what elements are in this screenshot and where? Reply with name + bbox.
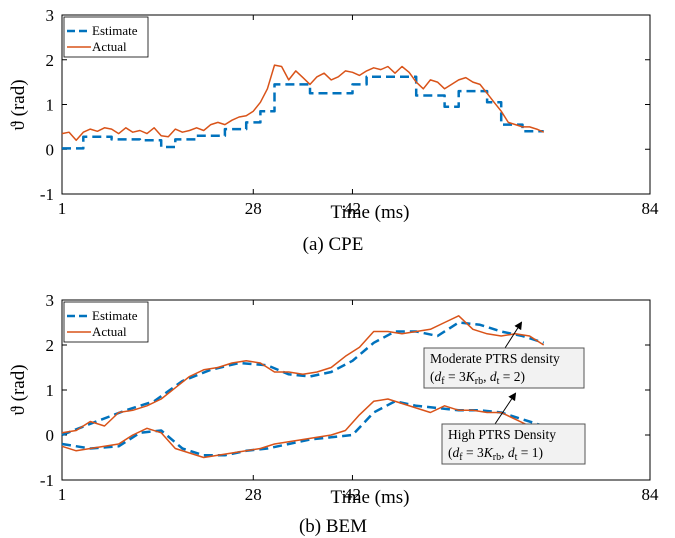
caption-cpe: (a) CPE [303, 234, 364, 255]
x-tick-label-bem: 84 [642, 485, 660, 504]
annotation-high-params: (df = 3Krb, dt = 1) [448, 445, 543, 463]
x-tick-label-bem: 28 [245, 485, 262, 504]
y-axis-label-bem: ϑ (rad) [8, 364, 29, 415]
actual-line-cpe-1 [61, 64, 545, 142]
legend-actual-label-cpe: Actual [92, 39, 127, 54]
y-tick-label-cpe: 1 [46, 96, 55, 115]
legend-bem: Estimate Actual [63, 301, 149, 343]
x-axis-label-cpe: Time (ms) [330, 202, 409, 223]
y-tick-label-cpe: 0 [46, 140, 55, 159]
y-tick-label-bem: 2 [46, 336, 55, 355]
y-tick-label-cpe: 3 [46, 6, 55, 25]
annotation-high-ptrs: High PTRS Density (df = 3Krb, dt = 1) [441, 392, 586, 465]
x-tick-label-bem: 1 [58, 485, 67, 504]
x-axis-label-bem: Time (ms) [330, 487, 409, 508]
y-tick-label-cpe: 2 [46, 51, 55, 70]
annotation-high-title: High PTRS Density [448, 427, 556, 442]
actual-line-bem-1 [61, 315, 545, 434]
legend-estimate-label-cpe: Estimate [92, 23, 138, 38]
legend-estimate-label-bem: Estimate [92, 308, 138, 323]
legend-cpe: Estimate Actual [63, 16, 149, 58]
x-tick-label-cpe: 28 [245, 199, 262, 218]
x-tick-label-cpe: 84 [642, 199, 660, 218]
plot-area-cpe [61, 14, 651, 195]
legend-actual-label-bem: Actual [92, 324, 127, 339]
annotation-box-high [441, 423, 586, 465]
panel-cpe: -1 0 1 2 3 1 28 42 84 Time (ms) ϑ (rad) (a) CPE… [8, 6, 659, 255]
y-axis-label-cpe: ϑ (rad) [8, 79, 29, 130]
annotation-arrow-moderate [504, 321, 523, 349]
estimate-line-bem-0 [61, 321, 545, 437]
x-tick-label-cpe: 42 [344, 199, 361, 218]
estimate-line-cpe-0 [62, 75, 544, 150]
y-tick-label-bem: -1 [40, 471, 54, 490]
y-tick-label-bem: 3 [46, 291, 55, 310]
annotation-moderate-title: Moderate PTRS density [430, 351, 560, 366]
annotation-moderate-params: (df = 3Krb, dt = 2) [430, 369, 525, 387]
panel-bem: -1 0 1 2 3 1 28 42 84 Time (ms) ϑ (rad) (b) BEM… [8, 291, 659, 537]
y-tick-label-cpe: -1 [40, 185, 54, 204]
annotation-moderate-ptrs: Moderate PTRS density (df = 3Krb, dt = 2… [423, 321, 585, 389]
actual-line-bem-3 [61, 398, 544, 459]
caption-bem: (b) BEM [299, 516, 367, 537]
x-tick-label-cpe: 1 [58, 199, 67, 218]
annotation-arrow-high [494, 392, 517, 425]
y-tick-label-bem: 0 [46, 426, 55, 445]
annotation-box-moderate [423, 347, 585, 389]
x-tick-label-bem: 42 [344, 485, 361, 504]
y-tick-label-bem: 1 [46, 381, 55, 400]
